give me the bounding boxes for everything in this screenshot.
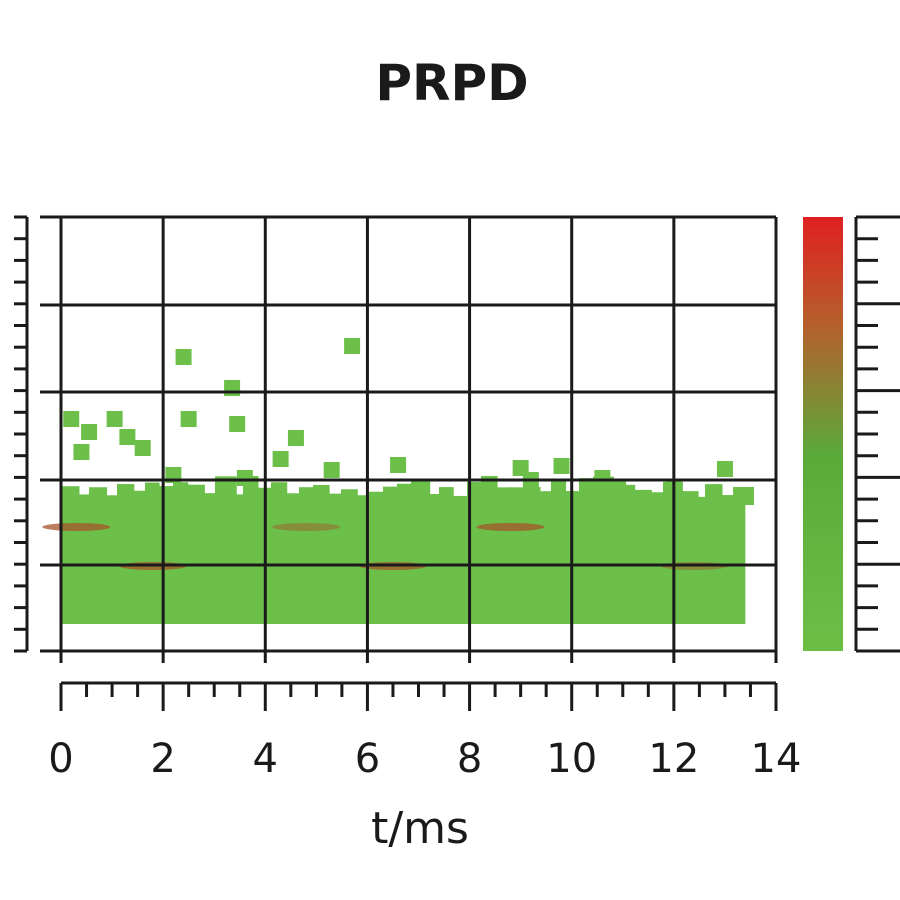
band-edge-cell xyxy=(691,496,708,505)
scatter-point xyxy=(119,429,136,445)
band-edge-cell xyxy=(719,495,741,505)
band-edge-cell xyxy=(649,492,667,505)
scatter-point xyxy=(229,416,246,432)
band-edge-cell xyxy=(551,480,567,505)
scatter-point xyxy=(716,461,733,477)
chart-title: PRPD xyxy=(375,54,528,112)
scatter-point xyxy=(180,411,197,427)
x-tick-label: 12 xyxy=(648,736,699,782)
band-edge-cell xyxy=(621,484,636,505)
band-edge-cell xyxy=(635,489,652,505)
band-edge-cell xyxy=(313,484,330,505)
hotspot xyxy=(42,523,111,531)
scatter-point xyxy=(134,440,151,456)
scatter-point xyxy=(63,411,80,427)
band-edge-cell xyxy=(61,486,80,505)
band-edge-cell xyxy=(103,495,125,505)
band-edge-cell xyxy=(425,494,441,505)
scatter-point xyxy=(175,349,192,365)
band-edge-cell xyxy=(523,487,541,505)
scatter-point xyxy=(272,451,289,467)
x-tick-label: 4 xyxy=(253,736,278,782)
band-edge-cell xyxy=(299,487,315,505)
band-edge-cell xyxy=(439,487,454,505)
scatter-point xyxy=(594,470,611,486)
band-edge-cell xyxy=(229,494,247,505)
x-tick-label: 2 xyxy=(150,736,175,782)
y-axis xyxy=(14,215,29,653)
x-axis: 0 2 4 6 8 10 12 14 xyxy=(48,681,802,782)
band-edge-cell xyxy=(481,475,498,505)
band-edge-cell xyxy=(733,486,754,505)
scatter-point xyxy=(81,424,98,440)
band-edge-cell xyxy=(355,495,377,505)
scatter-point xyxy=(106,411,123,427)
band-edge-cell xyxy=(159,486,175,505)
hotspot xyxy=(272,523,341,531)
band-edge-cell xyxy=(537,491,553,505)
band-edge-cell xyxy=(341,489,358,505)
band-edge-cell xyxy=(173,482,189,505)
colorbar xyxy=(803,217,843,651)
x-tick-label: 0 xyxy=(48,736,73,782)
x-tick-label: 8 xyxy=(457,736,482,782)
band-edge-cell xyxy=(397,483,415,505)
band-edge-cell xyxy=(495,487,513,505)
x-tick-label: 10 xyxy=(546,736,597,782)
hotspot xyxy=(476,523,545,531)
scatter-point xyxy=(553,458,570,474)
band-edge-cell xyxy=(453,495,471,505)
band-edge-cell xyxy=(145,482,160,505)
band-edge-cell xyxy=(271,482,288,505)
scatter-point xyxy=(344,338,361,354)
scatter-point xyxy=(236,470,253,486)
band-edge-cell xyxy=(705,484,723,505)
scatter-point xyxy=(224,380,241,396)
x-tick-label: 14 xyxy=(751,736,802,782)
colorbar-axis xyxy=(854,215,900,653)
band-edge-cell xyxy=(117,484,135,505)
scatter-point xyxy=(323,462,340,478)
band-edge-cell xyxy=(89,487,108,505)
scatter-point xyxy=(287,430,304,446)
band-edge-cell xyxy=(383,486,399,505)
scatter-point xyxy=(73,444,90,460)
band-edge-cell xyxy=(187,484,205,505)
grid xyxy=(40,215,778,663)
band-edge-cell xyxy=(201,493,216,505)
scatter-point xyxy=(390,457,407,473)
x-tick-label: 6 xyxy=(355,736,380,782)
band-edge-cell xyxy=(75,494,91,505)
band-edge-cell xyxy=(327,493,348,505)
x-axis-label: t/ms xyxy=(371,803,469,854)
band-edge-cell xyxy=(285,493,307,505)
